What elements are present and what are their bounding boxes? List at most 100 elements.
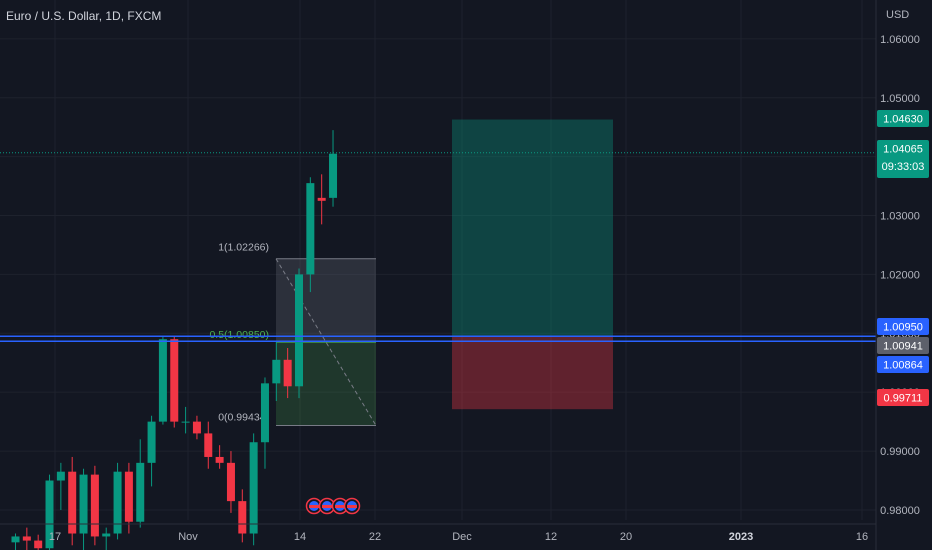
time-tick-label: Nov bbox=[178, 531, 198, 543]
candle-body bbox=[79, 474, 88, 534]
candle bbox=[45, 474, 54, 550]
candle bbox=[79, 468, 88, 550]
candle bbox=[56, 462, 65, 510]
candle bbox=[102, 527, 111, 550]
candle-body bbox=[158, 339, 167, 422]
price-label-value: 1.04630 bbox=[883, 114, 923, 126]
candle-body bbox=[204, 433, 213, 457]
event-flag-icon bbox=[318, 497, 336, 515]
price-axis-label: 0.99711 bbox=[877, 389, 929, 406]
candle-body bbox=[181, 421, 190, 423]
candle bbox=[215, 445, 224, 469]
price-axis-label: 1.00950 bbox=[877, 318, 929, 335]
fib-trend-line bbox=[275, 258, 377, 426]
candle bbox=[147, 415, 156, 487]
candle bbox=[260, 377, 269, 469]
candle-body bbox=[11, 536, 20, 543]
price-axis-label: 1.04630 bbox=[877, 110, 929, 127]
candle bbox=[68, 456, 77, 546]
candle bbox=[113, 462, 122, 540]
candle-body bbox=[56, 471, 65, 481]
candle bbox=[22, 527, 31, 550]
candle-body bbox=[295, 274, 303, 387]
long-position-tool[interactable] bbox=[452, 119, 613, 410]
time-tick-label: 16 bbox=[856, 531, 868, 543]
price-axis-label: 1.00941 bbox=[877, 337, 929, 354]
time-axis[interactable]: 17 Nov 14 22 Dec 12 20 2023 16 bbox=[0, 523, 876, 543]
candle-body bbox=[113, 471, 122, 534]
candle bbox=[238, 489, 247, 543]
candle bbox=[34, 534, 43, 550]
price-tick-label: 0.98000 bbox=[880, 505, 920, 517]
candle bbox=[158, 336, 167, 425]
candle bbox=[124, 462, 133, 534]
fib-label: 0.5(1.00850) bbox=[209, 329, 269, 341]
candle bbox=[90, 465, 99, 546]
candle-body bbox=[147, 421, 156, 463]
price-label-value: 1.00941 bbox=[883, 341, 923, 353]
price-label-box bbox=[877, 389, 929, 406]
candle bbox=[136, 439, 145, 528]
price-label-countdown: 09:33:03 bbox=[882, 161, 925, 173]
economic-events[interactable] bbox=[305, 497, 361, 515]
candle bbox=[283, 348, 292, 399]
candle bbox=[192, 415, 201, 440]
price-label-value: 1.00950 bbox=[883, 322, 923, 334]
fibonacci-retracement[interactable]: 1(1.02266) 0.5(1.00850) 0(0.99434) bbox=[209, 242, 377, 427]
price-tick-label: 1.05000 bbox=[880, 93, 920, 105]
price-label-box bbox=[877, 140, 929, 178]
candle bbox=[181, 406, 190, 434]
candle bbox=[170, 336, 179, 428]
candle-body bbox=[306, 183, 315, 275]
grid-lines bbox=[0, 0, 876, 520]
price-label-box bbox=[877, 110, 929, 127]
candle bbox=[295, 268, 303, 399]
fib-zone-lower bbox=[276, 342, 376, 426]
candle-body bbox=[283, 359, 292, 387]
position-loss-zone bbox=[452, 336, 613, 410]
time-tick-label: 2023 bbox=[729, 531, 753, 543]
price-label-box bbox=[877, 356, 929, 373]
candle-body bbox=[329, 153, 338, 198]
price-label-value: 1.04065 bbox=[883, 144, 923, 156]
position-profit-zone bbox=[452, 119, 613, 337]
fib-label: 1(1.02266) bbox=[218, 242, 269, 254]
currency-label: USD bbox=[886, 9, 910, 21]
candle-body bbox=[272, 359, 281, 384]
candle-body bbox=[317, 197, 326, 201]
candle bbox=[306, 177, 315, 293]
price-label-value: 0.99711 bbox=[884, 393, 923, 405]
candle-body bbox=[170, 339, 179, 422]
candle bbox=[249, 433, 258, 546]
candle-body bbox=[90, 474, 99, 537]
candle bbox=[272, 342, 281, 402]
candle-body bbox=[45, 480, 54, 549]
time-tick-label: 20 bbox=[620, 531, 632, 543]
fib-zone-upper bbox=[276, 258, 376, 343]
price-label-box bbox=[877, 337, 929, 354]
event-flag-icon bbox=[343, 497, 361, 515]
price-axis-label: 1.04065 09:33:03 bbox=[877, 140, 929, 178]
candle-body bbox=[226, 462, 235, 502]
candle-body bbox=[192, 421, 201, 434]
price-tick-label: 1.03000 bbox=[880, 211, 920, 223]
time-tick-label: 22 bbox=[369, 531, 381, 543]
candle-body bbox=[68, 471, 77, 534]
candle-body bbox=[136, 462, 145, 522]
candle-body bbox=[215, 456, 224, 463]
horizontal-lines[interactable] bbox=[0, 335, 876, 343]
candle-body bbox=[34, 540, 43, 549]
price-label-box bbox=[877, 318, 929, 335]
candle-body bbox=[260, 383, 269, 443]
candle-body bbox=[124, 471, 133, 522]
price-label-value: 1.00864 bbox=[883, 360, 923, 372]
event-flag-icon bbox=[305, 497, 323, 515]
price-tick-label: 0.99000 bbox=[880, 446, 920, 458]
candle-body bbox=[22, 536, 31, 541]
time-tick-label: 12 bbox=[545, 531, 557, 543]
symbol-title[interactable]: Euro / U.S. Dollar, 1D, FXCM bbox=[6, 9, 162, 23]
candle bbox=[226, 451, 235, 513]
candle bbox=[11, 533, 20, 550]
price-tick-label: 1.06000 bbox=[880, 34, 920, 46]
